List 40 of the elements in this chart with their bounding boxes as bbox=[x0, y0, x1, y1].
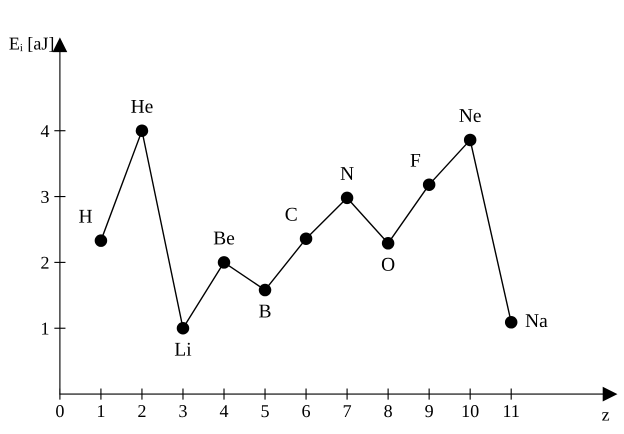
x-tick-label: 10 bbox=[462, 405, 478, 418]
x-tick-label: 9 bbox=[425, 405, 433, 418]
y-tick-label: 1 bbox=[42, 322, 48, 334]
point bbox=[176, 322, 190, 334]
point bbox=[300, 232, 312, 245]
x-tick-label: 5 bbox=[262, 405, 269, 418]
x-tick-label: 11 bbox=[504, 405, 519, 418]
x-tick-label: 4 bbox=[220, 405, 228, 418]
point bbox=[340, 192, 354, 204]
annotation: Ne bbox=[459, 109, 481, 122]
point bbox=[94, 234, 108, 247]
annotation: F bbox=[410, 154, 420, 167]
y-tick-label: 2 bbox=[41, 256, 48, 269]
annotation: H bbox=[79, 210, 92, 223]
point bbox=[258, 284, 272, 296]
annotation: C bbox=[286, 208, 297, 221]
x-axis-title: z bbox=[602, 412, 610, 421]
point bbox=[136, 124, 148, 137]
annotation: Li bbox=[174, 342, 192, 356]
y-axis-title: Eᵢ [aJ] bbox=[9, 36, 54, 52]
x-tick-label: 2 bbox=[138, 405, 146, 418]
annotation: Be bbox=[214, 232, 234, 245]
point bbox=[382, 237, 394, 250]
annotation: O bbox=[382, 258, 394, 271]
x-tick-label: 1 bbox=[98, 405, 104, 418]
annotation: He bbox=[131, 100, 153, 113]
x-tick-label: 3 bbox=[179, 405, 187, 418]
x-tick-label: 8 bbox=[384, 405, 392, 418]
y-tick-label: 3 bbox=[41, 190, 49, 204]
point bbox=[504, 316, 518, 329]
x-tick-label: 7 bbox=[344, 405, 352, 418]
annotation: N bbox=[340, 167, 354, 180]
x-tick-label: 0 bbox=[56, 405, 64, 418]
y-tick-label: 4 bbox=[40, 125, 50, 137]
point bbox=[422, 178, 436, 191]
point bbox=[464, 134, 476, 146]
annotation: Na bbox=[526, 314, 548, 328]
annotation: B bbox=[259, 304, 271, 318]
x-tick-label: 6 bbox=[302, 405, 310, 418]
point bbox=[218, 256, 230, 269]
